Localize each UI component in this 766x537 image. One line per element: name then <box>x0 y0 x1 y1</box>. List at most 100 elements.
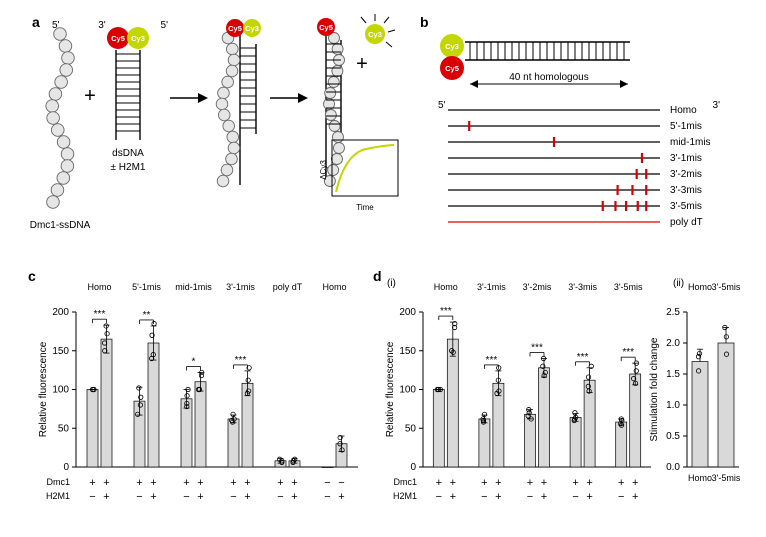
svg-text:Dmc1: Dmc1 <box>46 477 70 487</box>
svg-text:−: − <box>230 491 236 503</box>
svg-text:***: *** <box>531 343 543 354</box>
line-label: 3'-2mis <box>670 169 702 180</box>
dmc1-filament-1 <box>46 28 74 209</box>
svg-text:5'-1mis: 5'-1mis <box>132 282 161 292</box>
svg-text:50: 50 <box>405 423 417 434</box>
line-label: 3'-5mis <box>670 201 702 212</box>
svg-text:+: + <box>338 491 344 503</box>
svg-text:poly dT: poly dT <box>273 282 303 292</box>
svg-text:Dmc1: Dmc1 <box>393 477 417 487</box>
figure: a b c d 5' 3' 5' Cy5 Cy3 dsDNA ± H2M1 Dm… <box>0 0 766 537</box>
svg-text:+: + <box>632 491 638 503</box>
dsdna-label: dsDNA <box>112 148 144 159</box>
five-prime-b: 5' <box>438 100 446 111</box>
svg-text:150: 150 <box>52 346 69 357</box>
svg-text:+: + <box>103 491 109 503</box>
svg-text:Cy3: Cy3 <box>368 30 382 39</box>
svg-text:*: * <box>192 356 196 367</box>
svg-text:2.0: 2.0 <box>666 338 680 349</box>
svg-text:+: + <box>103 477 109 489</box>
svg-text:3'-5mis: 3'-5mis <box>614 282 643 292</box>
svg-text:+: + <box>586 477 592 489</box>
svg-text:2.5: 2.5 <box>666 307 680 318</box>
svg-text:+: + <box>450 477 456 489</box>
svg-text:***: *** <box>235 355 247 366</box>
svg-text:3'-1mis: 3'-1mis <box>477 282 506 292</box>
svg-text:***: *** <box>577 352 589 363</box>
mismatch-lines: Homo 5'-1mis mid-1mis 3'-1mis 3'-2mis 3'-3mis… <box>448 105 711 228</box>
homology-length-label: 40 nt homologous <box>509 72 589 83</box>
svg-text:+: + <box>244 477 250 489</box>
svg-text:3'-5mis: 3'-5mis <box>712 473 741 483</box>
svg-text:200: 200 <box>52 307 69 318</box>
svg-text:H2M1: H2M1 <box>46 491 70 501</box>
line-label: 3'-3mis <box>670 185 702 196</box>
arrow-icon-2 <box>270 93 308 103</box>
svg-text:***: *** <box>94 309 106 320</box>
svg-text:Cy3: Cy3 <box>445 42 459 51</box>
released-cy3: Cy3 <box>361 14 395 47</box>
svg-text:+: + <box>450 491 456 503</box>
svg-text:50: 50 <box>58 423 70 434</box>
plus-icon: + <box>84 85 96 107</box>
svg-text:3'-1mis: 3'-1mis <box>226 282 255 292</box>
panel-d: (i)050100150200Relative fluorescenceHomo… <box>375 270 745 515</box>
svg-text:+: + <box>541 477 547 489</box>
svg-text:1.5: 1.5 <box>666 369 680 380</box>
svg-text:+: + <box>230 477 236 489</box>
line-label: 3'-1mis <box>670 153 702 164</box>
svg-text:Homo: Homo <box>688 282 712 292</box>
svg-text:Relative fluorescence: Relative fluorescence <box>38 341 49 437</box>
svg-text:+: + <box>291 491 297 503</box>
svg-text:+: + <box>150 491 156 503</box>
three-prime-label: 3' <box>98 20 106 31</box>
svg-text:+: + <box>481 477 487 489</box>
svg-text:+: + <box>244 491 250 503</box>
svg-text:−: − <box>324 477 330 489</box>
plus-icon-2: + <box>356 53 368 75</box>
svg-text:Homo: Homo <box>688 473 712 483</box>
svg-text:+: + <box>618 477 624 489</box>
cy3-label: Cy3 <box>131 34 145 43</box>
line-label: poly dT <box>670 217 703 228</box>
svg-text:+: + <box>197 491 203 503</box>
svg-text:−: − <box>572 491 578 503</box>
svg-text:0: 0 <box>63 462 69 473</box>
line-label: Homo <box>670 105 697 116</box>
svg-text:+: + <box>277 477 283 489</box>
line-label: 5'-1mis <box>670 121 702 132</box>
svg-text:+: + <box>541 491 547 503</box>
svg-text:1.0: 1.0 <box>666 400 680 411</box>
svg-text:(ii): (ii) <box>673 278 684 289</box>
svg-text:Homo: Homo <box>87 282 111 292</box>
time-label: Time <box>356 203 374 212</box>
dmc1-ssdna-label: Dmc1-ssDNA <box>30 220 91 231</box>
line-label: mid-1mis <box>670 137 711 148</box>
svg-text:+: + <box>183 477 189 489</box>
five-prime-label-2: 5' <box>161 20 169 31</box>
svg-text:+: + <box>527 477 533 489</box>
svg-text:mid-1mis: mid-1mis <box>175 282 212 292</box>
svg-text:***: *** <box>440 306 452 317</box>
svg-text:−: − <box>136 491 142 503</box>
svg-text:+: + <box>89 477 95 489</box>
svg-text:−: − <box>481 491 487 503</box>
svg-text:−: − <box>338 477 344 489</box>
arrow-icon <box>170 93 208 103</box>
svg-text:Homo: Homo <box>434 282 458 292</box>
three-prime-b: 3' <box>713 100 721 111</box>
svg-text:150: 150 <box>399 346 416 357</box>
svg-text:−: − <box>324 491 330 503</box>
panel-b: Cy3 Cy5 40 nt homologous 5' 3' Homo5'-1m… <box>420 10 740 245</box>
svg-text:Cy5: Cy5 <box>228 24 242 33</box>
svg-text:(i): (i) <box>387 278 396 289</box>
svg-text:0: 0 <box>410 462 416 473</box>
svg-text:100: 100 <box>399 385 416 396</box>
svg-text:3'-2mis: 3'-2mis <box>523 282 552 292</box>
dsdna-duplex <box>116 50 140 140</box>
svg-text:+: + <box>495 491 501 503</box>
svg-text:+: + <box>136 477 142 489</box>
svg-text:+: + <box>495 477 501 489</box>
svg-text:+: + <box>632 477 638 489</box>
svg-text:−: − <box>277 491 283 503</box>
